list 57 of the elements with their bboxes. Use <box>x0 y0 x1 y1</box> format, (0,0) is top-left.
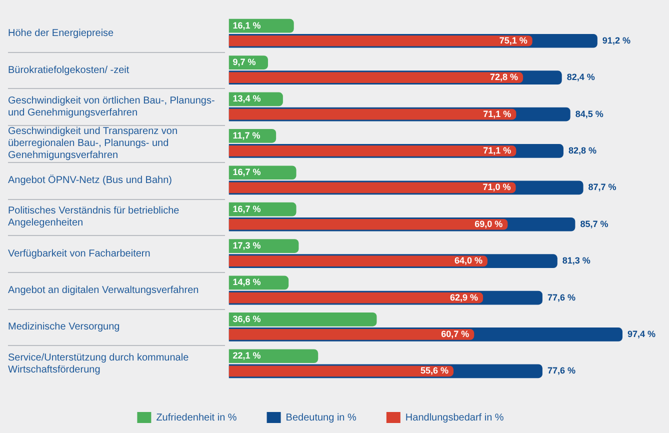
data-label: 71,1 % <box>483 145 512 156</box>
data-label: 36,6 % <box>232 314 261 324</box>
data-label: 62,9 % <box>450 292 478 302</box>
y-tick-label: Bürokratiefolgekosten/ -zeit <box>8 64 130 76</box>
legend-label: Zufriedenheit in % <box>156 412 237 424</box>
data-label: 85,7 % <box>580 218 608 229</box>
bar <box>228 292 484 304</box>
data-label: 16,1 % <box>232 20 261 30</box>
data-label: 81,3 % <box>562 256 590 266</box>
data-label: 17,3 % <box>232 240 261 251</box>
bar <box>228 166 296 180</box>
data-label: 75,1 % <box>499 35 528 46</box>
data-label: 14,8 % <box>232 277 261 288</box>
bar <box>228 182 516 194</box>
data-label: 77,6 % <box>547 366 576 376</box>
data-label: 16,7 % <box>232 204 261 214</box>
y-tick-label: Angebot an digitalen Verwaltungsverfahren <box>8 285 199 296</box>
data-label: 69,0 % <box>474 218 503 229</box>
legend-label: Handlungsbedarf in % <box>405 412 504 424</box>
data-label: 60,7 % <box>441 328 470 339</box>
data-label: 64,0 % <box>454 256 482 266</box>
data-label: 13,4 % <box>232 94 261 104</box>
data-label: 84,5 % <box>575 108 604 119</box>
y-tick-label: Geschwindigkeit und Transparenz von überregionalen Bau-, Planungs- und Genehmigungsverfahren <box>8 126 178 162</box>
data-label: 82,4 % <box>566 72 595 82</box>
data-label: 9,7 % <box>232 57 256 68</box>
bar <box>228 108 516 120</box>
data-label: 71,0 % <box>482 182 511 192</box>
bar <box>228 146 516 156</box>
y-tick-label: Angebot ÖPNV-Netz (Bus und Bahn) <box>8 174 172 186</box>
data-label: 11,7 % <box>232 130 260 140</box>
y-tick-label: Politisches Verständnis für betriebliche Angelegenheiten <box>8 206 180 229</box>
y-tick-label: Höhe der Energiepreise <box>8 28 114 40</box>
legend-label: Bedeutung in % <box>286 412 357 424</box>
data-label: 87,7 % <box>588 182 616 192</box>
data-label: 91,2 % <box>602 35 630 46</box>
bar <box>228 349 318 364</box>
data-label: 16,7 % <box>232 167 261 178</box>
bar <box>228 239 299 253</box>
bar <box>228 256 488 266</box>
y-tick-label: Verfügbarkeit von Facharbeitern <box>8 248 150 260</box>
bar <box>228 35 532 46</box>
bar <box>228 312 377 326</box>
data-label: 71,1 % <box>483 108 512 119</box>
bar <box>228 218 508 230</box>
data-label: 55,6 % <box>420 366 449 376</box>
bar <box>228 329 474 340</box>
bar <box>228 72 524 83</box>
data-label: 77,6 % <box>547 292 576 302</box>
y-tick-label: Medizinische Versorgung <box>8 322 120 333</box>
y-tick-label: Geschwindigkeit von örtlichen Bau-, Planungs- und Genehmigungsverfahren <box>8 96 215 118</box>
data-label: 72,8 % <box>490 72 518 82</box>
y-tick-label: Service/Unterstützung durch kommunale Wirtschaftsförderung <box>8 352 190 376</box>
data-label: 97,4 % <box>627 328 656 339</box>
data-label: 82,8 % <box>568 145 597 156</box>
bar <box>228 366 454 377</box>
data-label: 22,1 % <box>232 350 261 361</box>
